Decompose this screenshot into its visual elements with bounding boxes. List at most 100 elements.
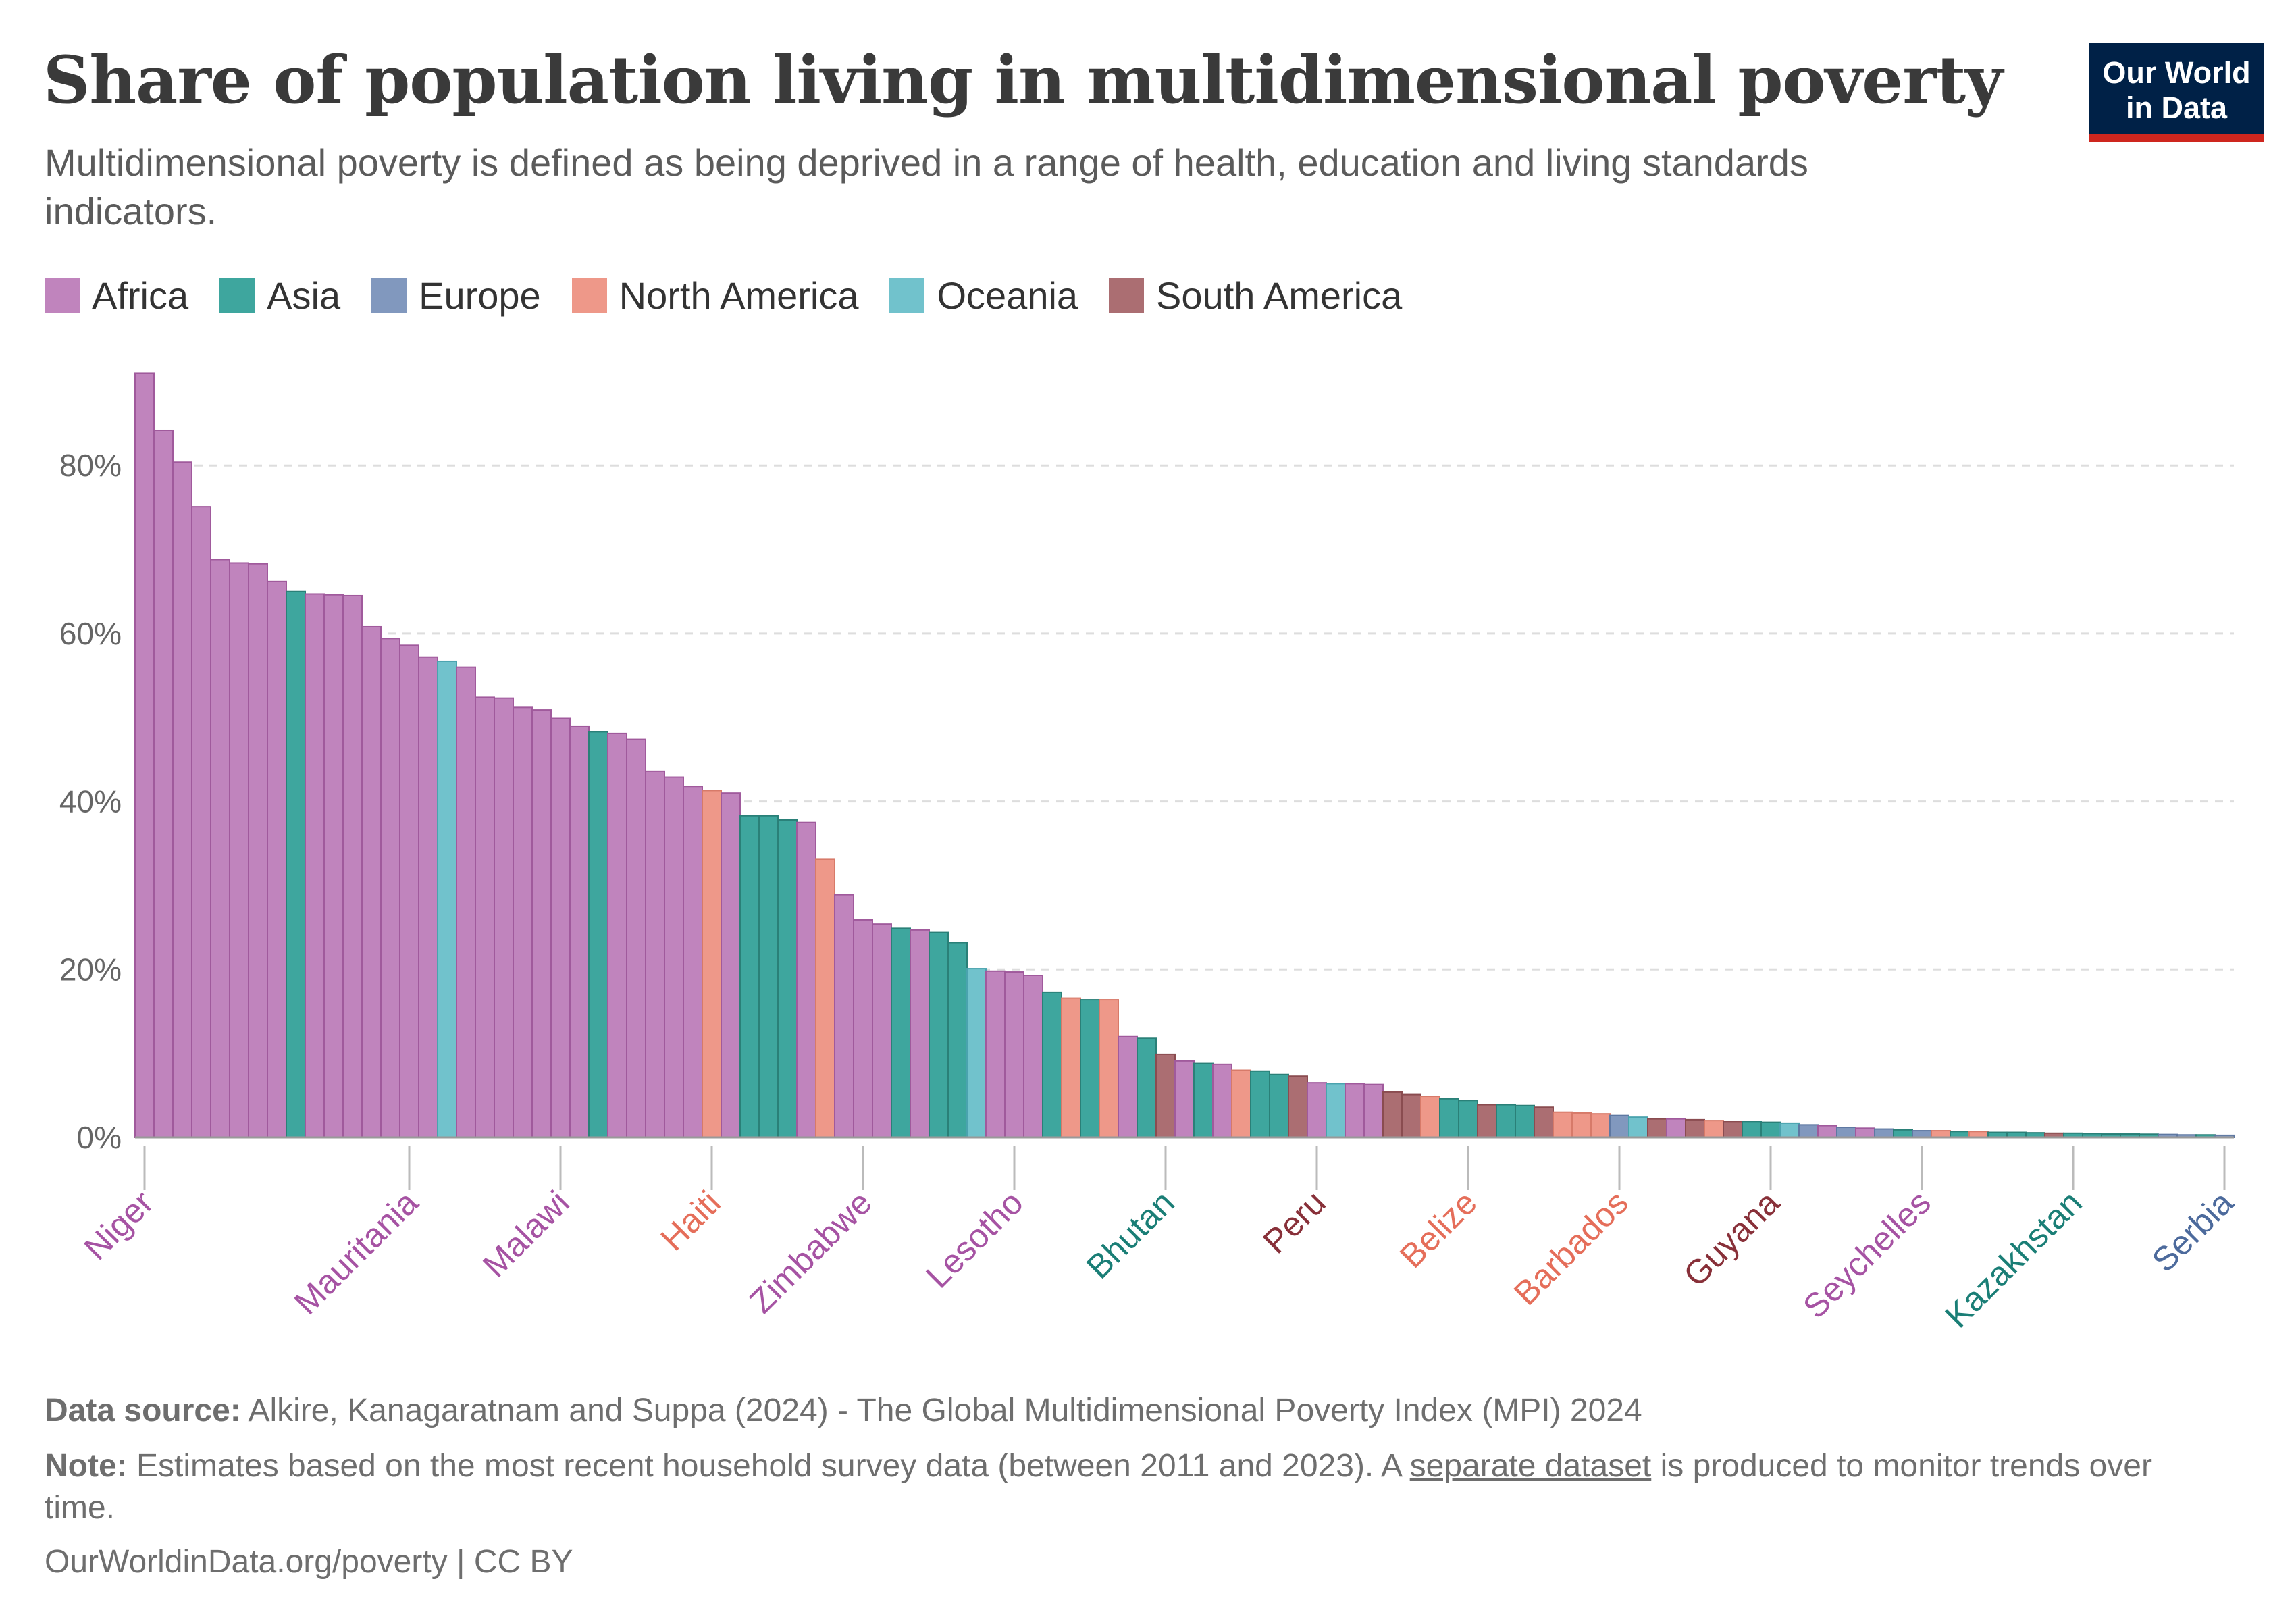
owid-logo[interactable]: Our World in Data [2089,43,2264,142]
bar[interactable] [475,696,495,1138]
bar[interactable] [947,942,968,1139]
bar[interactable] [1080,999,1100,1139]
bar[interactable] [1874,1128,1894,1138]
bar[interactable] [210,559,230,1138]
bar[interactable] [1061,997,1081,1139]
bar[interactable] [1628,1116,1648,1138]
bar[interactable] [891,927,911,1138]
bar[interactable] [1174,1060,1195,1139]
bar[interactable] [1099,999,1119,1139]
bar[interactable] [1817,1125,1837,1139]
bar[interactable] [815,858,835,1138]
bar[interactable] [550,717,571,1139]
bar[interactable] [569,725,590,1138]
bar[interactable] [323,594,344,1138]
bar[interactable] [1004,971,1024,1138]
bar[interactable] [985,970,1006,1138]
bar[interactable] [418,656,438,1138]
bar[interactable] [1420,1096,1440,1139]
bar[interactable] [134,372,155,1138]
bar[interactable] [1345,1083,1365,1138]
legend-item-oceania[interactable]: Oceania [889,274,1078,317]
bar[interactable] [1137,1037,1157,1138]
bar[interactable] [248,563,268,1138]
bar[interactable] [645,770,665,1138]
bar[interactable] [437,660,457,1138]
bar[interactable] [966,968,987,1139]
separate-dataset-link[interactable]: separate dataset [1409,1448,1652,1484]
bar[interactable] [1553,1111,1573,1139]
bar[interactable] [1382,1091,1403,1138]
bar[interactable] [172,461,192,1138]
bar[interactable] [1288,1075,1308,1138]
bar[interactable] [683,786,703,1138]
bar[interactable] [1647,1118,1667,1138]
bar[interactable] [1534,1106,1554,1138]
bar[interactable] [1212,1063,1232,1138]
bar[interactable] [286,590,306,1138]
bar[interactable] [872,923,892,1138]
bar[interactable] [777,819,798,1138]
bar[interactable] [1779,1122,1800,1138]
bar[interactable] [664,776,684,1138]
bar[interactable] [229,562,249,1138]
bar[interactable] [1231,1069,1251,1138]
bar[interactable] [1836,1127,1856,1138]
bar[interactable] [153,429,174,1138]
bar[interactable] [1118,1035,1138,1138]
bar[interactable] [626,738,646,1138]
bar[interactable] [361,625,382,1138]
bar[interactable] [739,815,760,1138]
legend-item-europe[interactable]: Europe [371,274,541,317]
bar[interactable] [929,931,949,1138]
bar[interactable] [1515,1104,1535,1138]
bar[interactable] [1704,1120,1724,1139]
bar[interactable] [1666,1118,1686,1138]
bar[interactable] [1571,1112,1592,1138]
bar[interactable] [1685,1118,1705,1139]
bar[interactable] [1760,1121,1781,1139]
bar[interactable] [834,894,854,1138]
bar[interactable] [1723,1121,1743,1138]
bar[interactable] [1496,1104,1516,1139]
bar[interactable] [607,732,627,1138]
bar[interactable] [1458,1100,1478,1139]
bar[interactable] [305,593,325,1138]
bar[interactable] [513,706,533,1138]
bar[interactable] [796,821,816,1139]
bar[interactable] [702,790,722,1138]
bar[interactable] [588,731,608,1138]
bar[interactable] [1269,1073,1289,1139]
bar[interactable] [1609,1114,1629,1138]
bar[interactable] [721,792,741,1139]
bar[interactable] [1155,1053,1176,1138]
bar[interactable] [1250,1070,1270,1139]
legend-item-north-america[interactable]: North America [571,274,858,317]
bar[interactable] [853,919,873,1138]
bar[interactable] [910,929,930,1138]
bar[interactable] [267,580,287,1138]
legend-item-asia[interactable]: Asia [219,274,340,317]
bar[interactable] [1193,1062,1214,1138]
bar[interactable] [758,815,779,1138]
bar[interactable] [1363,1083,1384,1139]
footer-url[interactable]: OurWorldinData.org/poverty | CC BY [45,1544,573,1580]
bar[interactable] [531,709,552,1138]
bar[interactable] [1798,1124,1819,1138]
legend-item-south-america[interactable]: South America [1109,274,1402,317]
bar[interactable] [1401,1093,1421,1139]
bar[interactable] [1855,1127,1875,1139]
bar[interactable] [456,666,476,1138]
bar[interactable] [1042,991,1062,1139]
bar[interactable] [1893,1129,1913,1139]
bar[interactable] [342,594,363,1138]
bar[interactable] [1023,975,1043,1138]
bar[interactable] [1326,1083,1346,1138]
bar[interactable] [399,644,419,1138]
bar[interactable] [1477,1104,1497,1139]
legend-item-africa[interactable]: Africa [45,274,188,317]
bar[interactable] [1439,1098,1459,1139]
bar[interactable] [380,638,400,1138]
bar[interactable] [1590,1113,1611,1139]
bar[interactable] [1742,1121,1762,1138]
